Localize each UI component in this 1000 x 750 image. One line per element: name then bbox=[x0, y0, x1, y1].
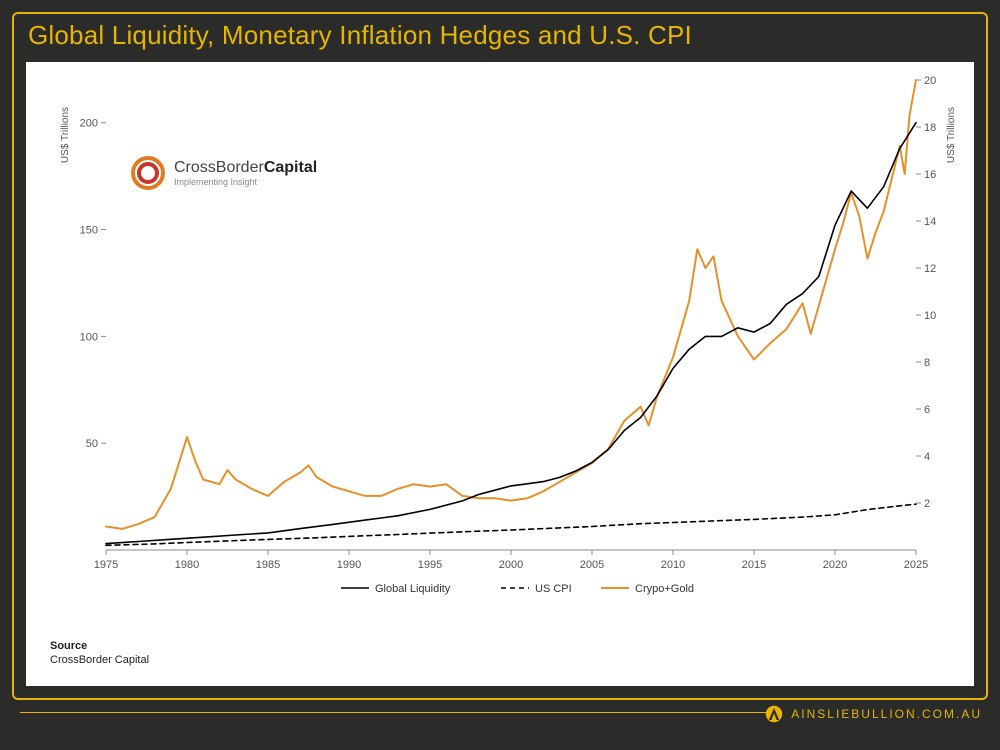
svg-text:2005: 2005 bbox=[580, 559, 604, 571]
svg-text:US$ Trillions: US$ Trillions bbox=[60, 107, 71, 163]
svg-text:1985: 1985 bbox=[256, 559, 280, 571]
svg-text:2000: 2000 bbox=[499, 559, 523, 571]
svg-text:8: 8 bbox=[924, 357, 930, 369]
source-label: Source bbox=[50, 640, 149, 654]
svg-text:2: 2 bbox=[924, 498, 930, 510]
brand-line2: Implementing Insight bbox=[174, 177, 317, 187]
brand-line1-a: CrossBorder bbox=[174, 159, 264, 176]
page-root: Global Liquidity, Monetary Inflation Hed… bbox=[0, 0, 1000, 750]
brand-line1-b: Capital bbox=[264, 159, 317, 176]
crossborder-brand-text: CrossBorderCapital Implementing Insight bbox=[174, 159, 317, 187]
svg-text:2015: 2015 bbox=[742, 559, 766, 571]
svg-text:1980: 1980 bbox=[175, 559, 199, 571]
svg-text:20: 20 bbox=[924, 75, 936, 87]
svg-text:1990: 1990 bbox=[337, 559, 361, 571]
svg-text:2010: 2010 bbox=[661, 559, 685, 571]
svg-text:16: 16 bbox=[924, 169, 936, 181]
svg-text:100: 100 bbox=[80, 331, 98, 343]
svg-text:1975: 1975 bbox=[94, 559, 118, 571]
svg-text:10: 10 bbox=[924, 310, 936, 322]
svg-text:2020: 2020 bbox=[823, 559, 847, 571]
svg-text:4: 4 bbox=[924, 451, 930, 463]
svg-text:150: 150 bbox=[80, 225, 98, 237]
svg-text:2025: 2025 bbox=[904, 559, 928, 571]
svg-text:12: 12 bbox=[924, 263, 936, 275]
svg-text:200: 200 bbox=[80, 118, 98, 130]
svg-text:Global Liquidity: Global Liquidity bbox=[375, 583, 451, 595]
svg-text:18: 18 bbox=[924, 122, 936, 134]
ainslie-logo-icon bbox=[765, 705, 783, 723]
footer-divider bbox=[20, 712, 780, 713]
svg-text:US$ Trillions: US$ Trillions bbox=[946, 107, 957, 163]
svg-text:6: 6 bbox=[924, 404, 930, 416]
svg-text:1995: 1995 bbox=[418, 559, 442, 571]
source-attribution: Source CrossBorder Capital bbox=[50, 640, 149, 668]
footer-brand: AINSLIEBULLION.COM.AU bbox=[765, 705, 982, 723]
chart-title: Global Liquidity, Monetary Inflation Hed… bbox=[28, 20, 692, 51]
svg-text:Crypo+Gold: Crypo+Gold bbox=[635, 583, 694, 595]
chart-panel: 1975198019851990199520002005201020152020… bbox=[26, 62, 974, 686]
source-text: CrossBorder Capital bbox=[50, 654, 149, 668]
crossborder-logo-icon bbox=[130, 155, 166, 191]
footer-text: AINSLIEBULLION.COM.AU bbox=[791, 707, 982, 721]
svg-text:14: 14 bbox=[924, 216, 936, 228]
svg-text:50: 50 bbox=[86, 438, 98, 450]
svg-text:US CPI: US CPI bbox=[535, 583, 572, 595]
crossborder-brand: CrossBorderCapital Implementing Insight bbox=[130, 155, 317, 191]
